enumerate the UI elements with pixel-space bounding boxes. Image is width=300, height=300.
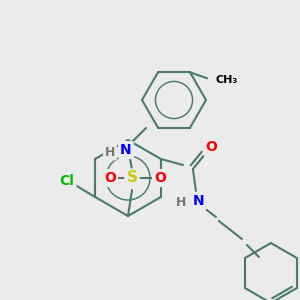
Text: H: H bbox=[105, 146, 115, 158]
Text: O: O bbox=[205, 140, 217, 154]
Text: S: S bbox=[127, 170, 137, 185]
Text: CH₃: CH₃ bbox=[216, 75, 238, 85]
Text: N: N bbox=[120, 143, 132, 157]
Text: Cl: Cl bbox=[60, 174, 74, 188]
Text: O: O bbox=[104, 171, 116, 185]
Text: N: N bbox=[193, 194, 205, 208]
Text: O: O bbox=[154, 171, 166, 185]
Text: H: H bbox=[176, 196, 186, 209]
